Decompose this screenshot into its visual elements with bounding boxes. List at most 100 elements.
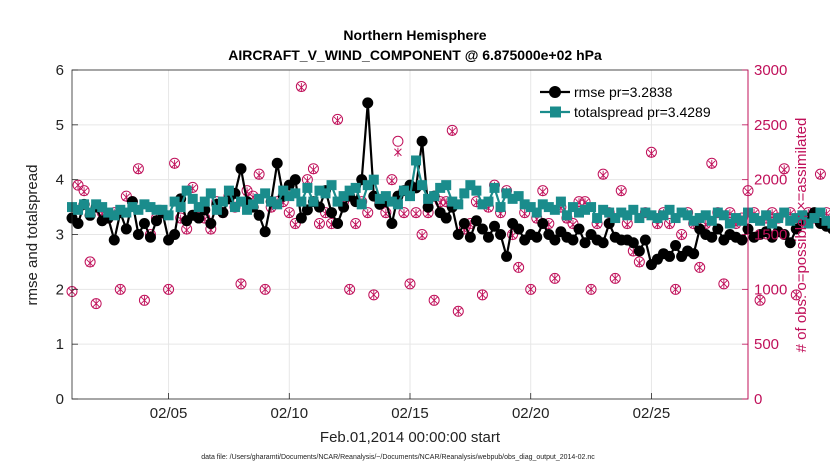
rmse-point [416, 135, 428, 147]
possible-obs-marker [404, 278, 416, 290]
totalspread-point [447, 196, 458, 207]
rmse-point [386, 218, 398, 230]
rmse-point [670, 239, 682, 251]
totalspread-point [320, 188, 331, 199]
totalspread-point [97, 202, 108, 213]
rmse-point [537, 218, 549, 230]
totalspread-point [205, 188, 216, 199]
y2-axis-label: # of obs: o=possible; ×=assimilated [793, 118, 810, 353]
totalspread-point [308, 196, 319, 207]
assimilated-obs-marker [134, 165, 143, 175]
rmse-point [633, 245, 645, 257]
assimilated-obs-marker [792, 290, 801, 300]
y-axis-label: rmse and totalspread [24, 165, 41, 306]
totalspread-point [338, 191, 349, 202]
totalspread-point [827, 218, 830, 229]
totalspread-point [344, 185, 355, 196]
rmse-point [440, 212, 452, 224]
totalspread-point [549, 204, 560, 215]
totalspread-point [598, 204, 609, 215]
axes-layer: 02/05 02/10 02/15 02/20 02/25 0 1 2 3 4 5 6 0 500 1000… [56, 62, 788, 422]
totalspread-point [91, 199, 102, 210]
totalspread-point [489, 182, 500, 193]
totalspread-point [592, 213, 603, 224]
totalspread-point [266, 196, 277, 207]
totalspread-point [193, 202, 204, 213]
totalspread-point [507, 193, 518, 204]
totalspread-point [453, 199, 464, 210]
assimilated-obs-marker [816, 170, 825, 180]
rmse-point [193, 212, 205, 224]
totalspread-point [398, 185, 409, 196]
data-file-footnote: data file: /Users/gharamti/Documents/NCA… [201, 454, 595, 461]
assimilated-obs-marker [720, 279, 728, 289]
rmse-point [72, 218, 84, 230]
totalspread-point [797, 210, 808, 221]
rmse-point [706, 231, 718, 243]
assimilated-obs-marker [599, 170, 607, 180]
rmse-point [295, 212, 307, 224]
rmse-point [790, 223, 802, 235]
totalspread-point [302, 182, 313, 193]
rmse-point [531, 231, 543, 243]
totalspread-point [537, 199, 548, 210]
assimilated-obs-marker [315, 220, 324, 230]
totalspread-point [779, 207, 790, 218]
totalspread-point [314, 185, 325, 196]
rmse-point [326, 207, 338, 219]
totalspread-point [380, 191, 391, 202]
possible-obs-marker [525, 283, 537, 295]
possible-obs-marker [452, 305, 464, 317]
totalspread-point [181, 185, 192, 196]
assimilated-obs-marker [478, 290, 487, 300]
y-tick-label: 4 [56, 172, 64, 189]
rmse-point [422, 201, 434, 213]
possible-obs-marker [392, 135, 404, 147]
assimilated-obs-marker [418, 231, 426, 241]
totalspread-point [761, 210, 772, 221]
rmse-point [464, 231, 476, 243]
assimilated-obs-marker [526, 284, 535, 294]
rmse-point [452, 229, 464, 240]
totalspread-point [555, 196, 566, 207]
y-tick-label: 5 [56, 117, 64, 134]
totalspread-point [290, 188, 301, 199]
totalspread-point [688, 215, 699, 226]
totalspread-point [229, 202, 240, 213]
totalspread-point [254, 193, 265, 204]
totalspread-point [658, 210, 669, 221]
rmse-point [235, 163, 247, 175]
legend: rmse pr=3.2838 totalspread pr=3.4289 [540, 84, 711, 120]
rmse-point [567, 234, 579, 246]
totalspread-point [749, 213, 760, 224]
rmse-point [501, 250, 513, 262]
rmse-point [495, 229, 507, 240]
totalspread-point [628, 204, 639, 215]
rmse-point [489, 220, 500, 232]
assimilated-obs-marker [587, 284, 595, 294]
assimilated-obs-marker [297, 83, 306, 93]
rmse-point [470, 215, 482, 227]
rmse-point [253, 209, 265, 221]
totalspread-point [525, 202, 536, 213]
totalspread-point [495, 202, 506, 213]
rmse-legend-label: rmse pr=3.2838 [574, 84, 673, 100]
assimilated-obs-marker [695, 262, 704, 272]
rmse-point [736, 234, 748, 246]
rmse-point [301, 204, 313, 216]
rmse-point [132, 229, 144, 240]
totalspread-point [694, 213, 705, 224]
totalspread-point [85, 207, 96, 218]
totalspread-point [278, 185, 289, 196]
assimilated-obs-marker [617, 187, 626, 197]
totalspread-point [622, 210, 633, 221]
totalspread-legend-marker [550, 106, 561, 118]
assimilated-obs-marker [388, 176, 396, 186]
assimilated-obs-marker [182, 225, 191, 235]
totalspread-point [163, 210, 174, 221]
rmse-point [259, 226, 271, 238]
totalspread-point [417, 180, 428, 191]
chart-title-line-1: Northern Hemisphere [343, 27, 486, 43]
totalspread-point [272, 199, 283, 210]
assimilated-obs-marker [448, 126, 457, 136]
